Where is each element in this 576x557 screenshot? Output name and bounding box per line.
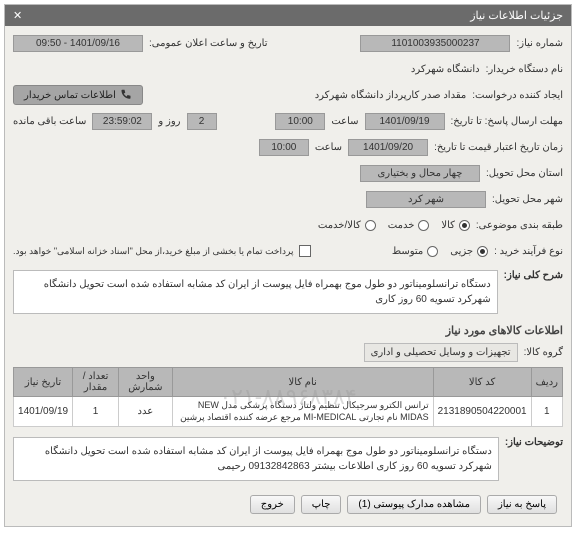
deadline-date: 1401/09/19 bbox=[365, 113, 445, 130]
radio-dot-low bbox=[477, 246, 488, 257]
radio-service-label: خدمت bbox=[388, 220, 415, 231]
city-value: شهر کرد bbox=[366, 191, 486, 208]
validity-time: 10:00 bbox=[259, 139, 309, 156]
th-unit: واحد شمارش bbox=[119, 368, 173, 397]
panel-body: شماره نیاز: 1101003935000237 تاریخ و ساع… bbox=[5, 26, 571, 526]
radio-goods-label: کالا bbox=[441, 220, 455, 231]
exit-button[interactable]: خروج bbox=[250, 495, 295, 514]
td-code: 2131890504220001 bbox=[433, 397, 531, 427]
items-table: ردیف کد کالا نام کالا واحد شمارش تعداد /… bbox=[13, 367, 563, 427]
category-label: طبقه بندی موضوعی: bbox=[476, 220, 563, 231]
radio-mid-label: متوسط bbox=[392, 246, 423, 257]
deadline-label: مهلت ارسال پاسخ: تا تاریخ: bbox=[451, 116, 563, 127]
days-remain: 2 bbox=[187, 113, 217, 130]
th-code: کد کالا bbox=[433, 368, 531, 397]
buyer-label: نام دستگاه خریدار: bbox=[486, 64, 563, 75]
need-no-label: شماره نیاز: bbox=[516, 38, 563, 49]
city-label: شهر محل تحویل: bbox=[492, 194, 563, 205]
validity-label: زمان تاریخ اعتبار قیمت تا تاریخ: bbox=[434, 142, 563, 153]
footer-buttons: پاسخ به نیاز مشاهده مدارک پیوستی (1) چاپ… bbox=[13, 489, 563, 520]
td-date: 1401/09/19 bbox=[14, 397, 73, 427]
payment-note: پرداخت تمام یا بخشی از مبلغ خرید،از محل … bbox=[13, 246, 293, 257]
need-no-value: 1101003935000237 bbox=[360, 35, 510, 52]
radio-goods[interactable]: کالا bbox=[441, 220, 470, 231]
radio-goods-service-label: کالا/خدمت bbox=[318, 220, 361, 231]
time-label-2: ساعت bbox=[315, 142, 342, 153]
radio-dot-service bbox=[418, 220, 429, 231]
category-radio-group: کالا خدمت کالا/خدمت bbox=[318, 220, 470, 231]
summary-text: دستگاه ترانسلومیناتور دو طول موج بهمراه … bbox=[13, 270, 498, 314]
announce-label: تاریخ و ساعت اعلان عمومی: bbox=[149, 38, 268, 49]
radio-dot-mid bbox=[427, 246, 438, 257]
radio-dot-goods bbox=[459, 220, 470, 231]
contact-button[interactable]: اطلاعات تماس خریدار bbox=[13, 85, 143, 105]
table-wrap: ردیف کد کالا نام کالا واحد شمارش تعداد /… bbox=[13, 367, 563, 427]
summary-label: شرح کلی نیاز: bbox=[504, 266, 563, 281]
process-label: نوع فرآیند خرید : bbox=[494, 246, 563, 257]
print-button[interactable]: چاپ bbox=[301, 495, 342, 514]
panel-title: جزئیات اطلاعات نیاز bbox=[470, 9, 563, 22]
payment-checkbox[interactable] bbox=[299, 245, 311, 257]
close-icon[interactable]: ✕ bbox=[13, 9, 22, 22]
attachments-button[interactable]: مشاهده مدارک پیوستی (1) bbox=[347, 495, 481, 514]
group-value: تجهیزات و وسایل تحصیلی و اداری bbox=[364, 343, 518, 362]
panel-header: جزئیات اطلاعات نیاز ✕ bbox=[5, 5, 571, 26]
th-qty: تعداد / مقدار bbox=[73, 368, 119, 397]
announce-value: 1401/09/16 - 09:50 bbox=[13, 35, 143, 52]
remain-label: ساعت باقی مانده bbox=[13, 116, 86, 127]
items-section-title: اطلاعات کالاهای مورد نیاز bbox=[13, 324, 563, 337]
radio-service[interactable]: خدمت bbox=[388, 220, 430, 231]
time-label-1: ساعت bbox=[331, 116, 358, 127]
radio-dot-goods-service bbox=[365, 220, 376, 231]
radio-low-label: جزیی bbox=[450, 246, 473, 257]
day-label: روز و bbox=[158, 116, 180, 127]
td-row: 1 bbox=[531, 397, 562, 427]
province-value: چهار محال و بختیاری bbox=[360, 165, 480, 182]
radio-mid[interactable]: متوسط bbox=[392, 246, 438, 257]
phone-icon bbox=[120, 89, 132, 101]
th-name: نام کالا bbox=[172, 368, 433, 397]
td-qty: 1 bbox=[73, 397, 119, 427]
th-date: تاریخ نیاز bbox=[14, 368, 73, 397]
reply-button[interactable]: پاسخ به نیاز bbox=[487, 495, 557, 514]
contact-button-label: اطلاعات تماس خریدار bbox=[24, 90, 116, 101]
province-label: استان محل تحویل: bbox=[486, 168, 563, 179]
extra-text: دستگاه ترانسلومیناتور دو طول موج بهمراه … bbox=[13, 437, 499, 481]
deadline-time: 10:00 bbox=[275, 113, 325, 130]
table-row[interactable]: 1 2131890504220001 ترانس الکترو سرجیکال … bbox=[14, 397, 563, 427]
td-name: ترانس الکترو سرجیکال تنظیم ولتاژ دستگاه … bbox=[172, 397, 433, 427]
extra-label: توضیحات نیاز: bbox=[505, 433, 563, 448]
group-label: گروه کالا: bbox=[524, 347, 563, 358]
td-unit: عدد bbox=[119, 397, 173, 427]
requester-label: ایجاد کننده درخواست: bbox=[472, 90, 563, 101]
radio-goods-service[interactable]: کالا/خدمت bbox=[318, 220, 376, 231]
radio-low[interactable]: جزیی bbox=[450, 246, 488, 257]
main-panel: جزئیات اطلاعات نیاز ✕ شماره نیاز: 110100… bbox=[4, 4, 572, 527]
validity-date: 1401/09/20 bbox=[348, 139, 428, 156]
th-row: ردیف bbox=[531, 368, 562, 397]
process-radio-group: جزیی متوسط bbox=[392, 246, 488, 257]
requester-value: مقداد صدر کارپرداز دانشگاه شهرکرد bbox=[315, 90, 467, 101]
countdown: 23:59:02 bbox=[92, 113, 152, 130]
buyer-value: دانشگاه شهرکرد bbox=[411, 64, 480, 75]
